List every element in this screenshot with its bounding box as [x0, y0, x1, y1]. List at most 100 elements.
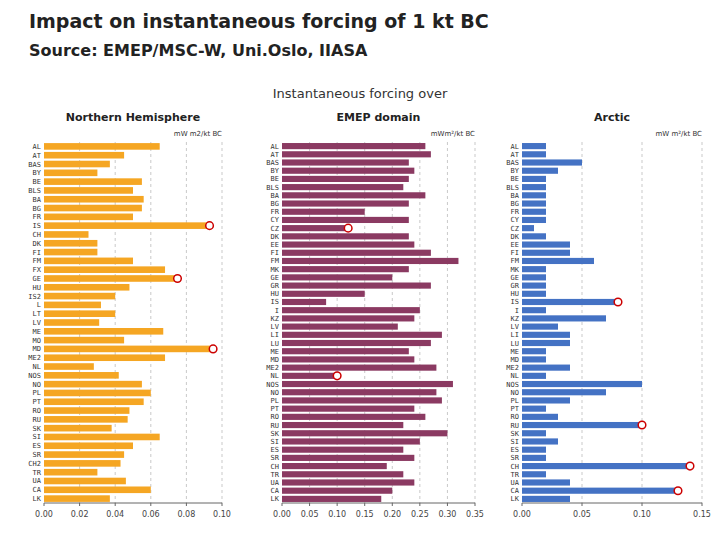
category-label: AT: [271, 151, 280, 159]
bar: [522, 488, 678, 494]
bar: [522, 225, 534, 231]
category-label: FM: [271, 257, 279, 265]
category-label: DK: [33, 240, 42, 248]
bar: [282, 299, 326, 305]
category-label: SK: [33, 425, 42, 433]
bar: [282, 307, 420, 313]
category-label: BA: [511, 192, 520, 200]
highlight-marker: [333, 372, 341, 380]
bar: [44, 372, 119, 379]
category-label: LK: [271, 495, 280, 503]
category-label: CY: [271, 216, 280, 224]
bar: [522, 422, 642, 428]
category-label: LK: [33, 495, 42, 503]
highlight-marker: [614, 298, 622, 306]
tick-label: 0.35: [466, 510, 484, 519]
bar: [44, 354, 165, 361]
bar: [522, 274, 546, 280]
category-label: FR: [33, 213, 42, 221]
bar: [44, 442, 133, 449]
category-label: LU: [511, 340, 519, 348]
unit-label: mW m2/kt BC: [174, 130, 222, 138]
bar: [282, 479, 414, 485]
category-label: LT: [33, 310, 42, 318]
category-label: LI: [511, 331, 519, 339]
highlight-marker: [674, 487, 682, 495]
bar: [522, 143, 546, 149]
bar: [282, 332, 442, 338]
bar: [522, 307, 546, 313]
bar: [44, 284, 129, 291]
bar: [44, 196, 144, 203]
category-label: EE: [511, 241, 519, 249]
category-label: BAS: [506, 159, 519, 167]
category-label: NOS: [506, 381, 519, 389]
bar: [282, 373, 337, 379]
bar: [44, 478, 126, 485]
background: [0, 0, 720, 540]
category-label: AT: [33, 152, 42, 160]
bar: [522, 397, 570, 403]
tick-label: 0.10: [328, 510, 346, 519]
category-label: BY: [271, 167, 280, 175]
tick-label: 0.10: [213, 510, 231, 519]
bar: [282, 176, 409, 182]
tick-label: 0.20: [383, 510, 401, 519]
grid-line: [150, 142, 151, 503]
bar: [522, 365, 570, 371]
bar: [282, 455, 414, 461]
category-label: MD: [271, 356, 279, 364]
category-label: FI: [271, 249, 279, 257]
tick-label: 0.30: [439, 510, 457, 519]
category-label: PT: [33, 398, 42, 406]
bar: [282, 340, 431, 346]
category-label: EE: [271, 241, 279, 249]
category-label: SI: [33, 433, 41, 441]
bar: [282, 209, 365, 215]
tick-label: 0.06: [142, 510, 160, 519]
bar: [522, 258, 594, 264]
bar: [44, 434, 160, 441]
category-label: FX: [33, 266, 42, 274]
panel: 0.000.050.100.150.200.250.300.35ALATBASB…: [266, 111, 484, 519]
bar: [282, 283, 431, 289]
category-label: BG: [33, 205, 41, 213]
bar: [282, 217, 409, 223]
category-label: FI: [511, 249, 519, 257]
category-label: FI: [33, 249, 41, 257]
category-label: NO: [511, 389, 519, 397]
category-label: BE: [511, 175, 519, 183]
category-label: PT: [511, 405, 520, 413]
grid-line: [582, 142, 583, 503]
category-label: CA: [271, 487, 280, 495]
tick-label: 0.04: [106, 510, 124, 519]
category-label: ME: [511, 348, 519, 356]
category-label: SI: [271, 438, 279, 446]
category-label: LV: [271, 323, 280, 331]
category-label: SR: [271, 454, 280, 462]
category-label: ME: [33, 328, 41, 336]
bar: [282, 496, 381, 502]
category-label: BY: [511, 167, 520, 175]
panel: 0.000.020.040.060.080.10ALATBASBYBEBLSBA…: [28, 111, 231, 519]
panel-title: EMEP domain: [337, 111, 421, 124]
figure-title: Source: EMEP/MSC-W, Uni.Oslo, IIASA: [29, 41, 368, 60]
category-label: UA: [271, 479, 280, 487]
category-label: CH: [33, 231, 41, 239]
category-label: GE: [33, 275, 41, 283]
category-label: BA: [33, 196, 42, 204]
bar: [522, 406, 546, 412]
category-label: MK: [511, 266, 520, 274]
category-label: ME: [271, 348, 279, 356]
bar: [522, 200, 546, 206]
bar: [522, 332, 570, 338]
bar: [44, 328, 163, 335]
category-label: FM: [33, 257, 41, 265]
category-label: IS2: [28, 293, 41, 301]
bar: [44, 222, 210, 229]
category-label: ME2: [506, 364, 519, 372]
bar: [522, 463, 690, 469]
category-label: LK: [511, 495, 520, 503]
bar: [282, 381, 453, 387]
bar: [44, 275, 178, 282]
